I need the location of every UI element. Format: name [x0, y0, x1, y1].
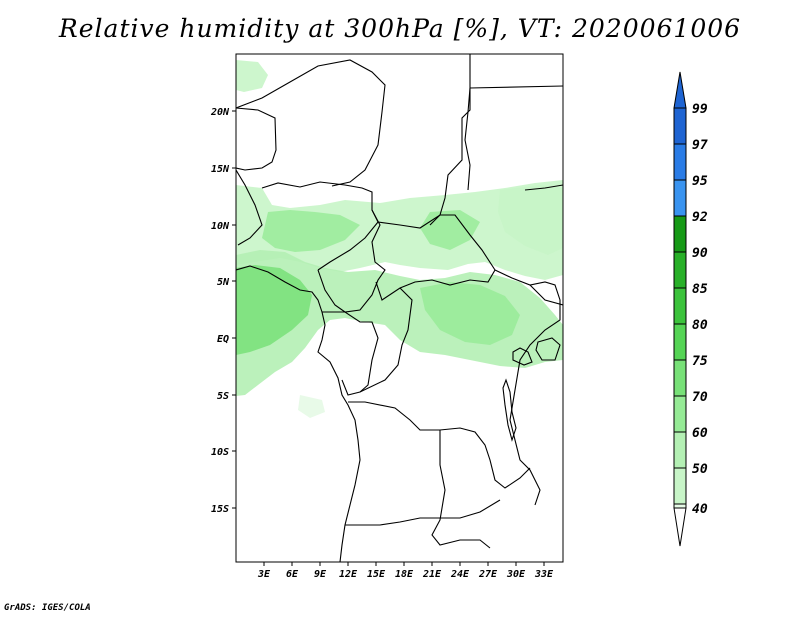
- humidity-core-west: [236, 265, 312, 355]
- axis-ticks: [232, 110, 545, 566]
- map-frame: [235, 53, 564, 563]
- niger-algeria-border: [236, 107, 277, 171]
- lat-label: 20N: [210, 107, 230, 118]
- colorbar-label: 60: [692, 426, 708, 441]
- lon-label: 12E: [339, 569, 358, 580]
- latitude-labels: 20N 15N 10N 5N EQ 5S 10S 15S: [210, 107, 230, 515]
- colorbar-label: 80: [692, 318, 708, 333]
- lon-label: 33E: [534, 569, 554, 580]
- ethiopia-border: [524, 184, 563, 306]
- lon-label: 15E: [367, 569, 386, 580]
- colorbar-label: 95: [692, 174, 708, 189]
- colorbar-label: 85: [692, 282, 708, 297]
- lon-label: 6E: [286, 569, 299, 580]
- colorbar-segment: [673, 251, 687, 289]
- west-coast: [236, 265, 361, 562]
- nile-river: [464, 87, 471, 191]
- zambia-border: [431, 430, 491, 549]
- colorbar-label: 97: [692, 138, 708, 153]
- colorbar-segment: [673, 467, 687, 505]
- east-african-lakes: [502, 337, 561, 442]
- colorbar-segment: [673, 323, 687, 361]
- lon-label: 18E: [395, 569, 414, 580]
- humidity-patch-sw: [298, 395, 325, 418]
- colorbar-segment: [673, 287, 687, 325]
- colorbar-under-triangle: [673, 507, 687, 547]
- colorbar-label: 50: [692, 462, 708, 477]
- colorbar-segment: [673, 179, 687, 217]
- colorbar-label: 90: [692, 246, 708, 261]
- car-border: [375, 214, 496, 301]
- lon-label: 24E: [450, 569, 470, 580]
- colorbar-segment: [673, 503, 687, 509]
- humidity-core-north: [262, 210, 360, 252]
- grads-credit: GrADS: IGES/COLA: [4, 603, 91, 613]
- humidity-shading: [236, 60, 563, 418]
- west-africa-border: [236, 169, 263, 246]
- map-title: Relative humidity at 300hPa [%], VT: 202…: [58, 14, 742, 43]
- angola-namibia-border: [345, 499, 501, 526]
- angola-border: [348, 401, 531, 489]
- colorbar-label: 70: [692, 390, 708, 405]
- colorbar: 99 97 95 92 90 85 80 75 70 60 50 40: [673, 71, 708, 547]
- cameroon-border: [317, 209, 386, 313]
- lon-label: 27E: [478, 569, 498, 580]
- lat-label: EQ: [217, 334, 229, 345]
- colorbar-segment: [673, 215, 687, 253]
- congo-gabon-border: [322, 311, 379, 393]
- nigeria-niger-border: [261, 181, 379, 271]
- colorbar-segment: [673, 107, 687, 145]
- lon-label: 3E: [257, 569, 271, 580]
- humidity-patch-nw: [236, 60, 268, 92]
- lon-label: 30E: [506, 569, 526, 580]
- colorbar-label: 40: [692, 502, 708, 517]
- libya-chad-border: [236, 59, 386, 187]
- humidity-band-north: [236, 180, 563, 280]
- colorbar-segment: [673, 359, 687, 397]
- drc-north-border: [341, 287, 413, 396]
- lat-label: 5S: [217, 391, 229, 402]
- lat-label: 5N: [217, 277, 230, 288]
- country-borders: [236, 54, 563, 562]
- colorbar-over-triangle: [673, 71, 687, 109]
- lon-label: 9E: [314, 569, 327, 580]
- colorbar-label: 99: [692, 102, 708, 117]
- lat-label: 15N: [211, 164, 230, 175]
- humidity-core-central: [420, 282, 520, 345]
- colorbar-label: 75: [692, 354, 708, 369]
- humidity-patch-ne: [498, 185, 563, 255]
- colorbar-segment: [673, 395, 687, 433]
- colorbar-segment: [673, 431, 687, 469]
- lon-label: 21E: [422, 569, 442, 580]
- colorbar-segment: [673, 143, 687, 181]
- colorbar-label: 92: [692, 210, 708, 225]
- egypt-sudan-border: [469, 85, 563, 89]
- lat-label: 15S: [211, 504, 229, 515]
- lat-label: 10N: [211, 221, 230, 232]
- chad-sudan-border: [429, 54, 471, 226]
- drc-east-border: [494, 269, 561, 506]
- longitude-labels: 3E 6E 9E 12E 15E 18E 21E 24E 27E 30E 33E: [257, 569, 554, 580]
- lat-label: 10S: [211, 447, 229, 458]
